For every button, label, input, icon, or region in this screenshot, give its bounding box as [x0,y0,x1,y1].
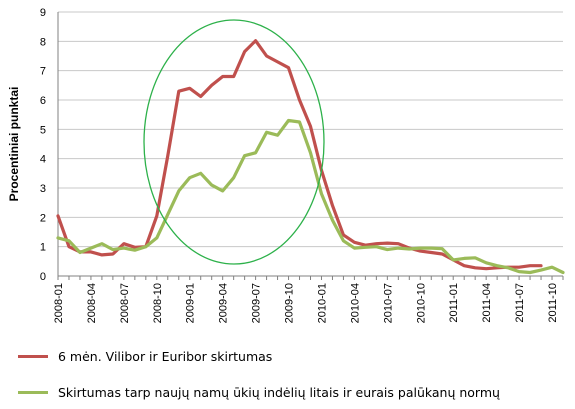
x-tick-label: 2010-07 [382,283,394,323]
x-tick-label: 2009-07 [251,283,263,323]
x-tick-label: 2011-07 [514,283,526,323]
x-tick-label: 2008-04 [86,283,98,323]
x-tick-label: 2009-10 [284,283,296,323]
legend-swatch-deposit-spread [18,391,48,394]
legend-item-vilibor: 6 mėn. Vilibor ir Euribor skirtumas [18,349,272,364]
y-tick-label: 5 [40,124,46,136]
x-tick-label: 2011-10 [547,283,559,323]
y-tick-label: 0 [40,271,46,283]
x-tick-label: 2009-01 [185,283,197,323]
legend-label-deposit-spread: Skirtumas tarp naujų namų ūkių indėlių l… [58,385,500,400]
series-line-0 [56,39,543,271]
y-tick-label: 7 [40,66,46,78]
y-tick-label: 8 [40,36,46,48]
legend-label-vilibor: 6 mėn. Vilibor ir Euribor skirtumas [58,349,273,364]
y-tick-label: 4 [40,154,46,166]
x-tick-label: 2010-01 [316,283,328,323]
highlight-ellipse [143,19,325,265]
x-tick-label: 2011-01 [448,283,460,323]
series-line-1 [56,118,565,275]
x-tick-label: 2009-04 [218,283,230,323]
y-tick-label: 2 [40,212,46,224]
line-chart: 0 1 2 3 4 5 6 7 8 9 2008-01 2008-04 2008-07 2008-10 20… [7,7,565,323]
y-tick-label: 3 [40,183,46,195]
x-tick-label: 2011-04 [481,283,493,323]
y-tick-label: 9 [40,7,46,19]
x-tick-label: 2008-10 [152,283,164,323]
gridlines [58,11,563,277]
series [56,39,565,275]
y-tick-label: 1 [40,242,46,254]
y-axis-label: Procentiniai punktai [7,87,21,202]
x-tick-label: 2008-01 [53,283,65,323]
x-tick-label: 2008-07 [119,283,131,323]
legend-swatch-vilibor [18,355,48,358]
axes: 0 1 2 3 4 5 6 7 8 9 2008-01 2008-04 2008-07 2008-10 20… [40,7,564,323]
x-tick-label: 2010-04 [349,283,361,323]
y-tick-label: 6 [40,95,46,107]
x-tick-label: 2010-10 [415,283,427,323]
legend-item-deposit-spread: Skirtumas tarp naujų namų ūkių indėlių l… [18,385,500,400]
